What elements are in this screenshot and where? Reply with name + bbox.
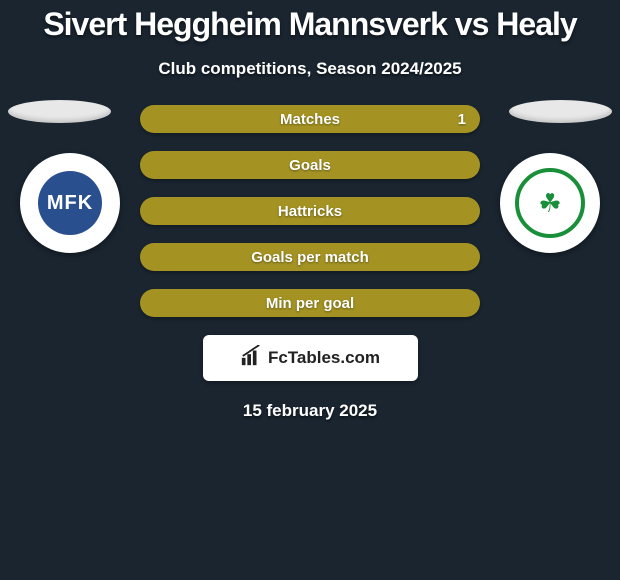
credit-text: FcTables.com	[268, 348, 380, 368]
stat-label: Matches	[280, 111, 340, 128]
page-title: Sivert Heggheim Mannsverk vs Healy	[43, 6, 576, 43]
stat-value-right: 1	[458, 111, 466, 128]
comparison-block: MFK ☘ Matches 1 Goals Hattricks Goals pe…	[0, 105, 620, 421]
date-label: 15 february 2025	[0, 401, 620, 421]
stat-label: Goals	[289, 157, 331, 174]
chart-icon	[240, 345, 262, 372]
stat-row-goals-per-match: Goals per match	[140, 243, 480, 271]
stat-row-goals: Goals	[140, 151, 480, 179]
stat-label: Min per goal	[266, 295, 354, 312]
subtitle: Club competitions, Season 2024/2025	[158, 59, 461, 79]
stat-row-hattricks: Hattricks	[140, 197, 480, 225]
stat-row-matches: Matches 1	[140, 105, 480, 133]
stat-label: Goals per match	[251, 249, 369, 266]
infographic-container: Sivert Heggheim Mannsverk vs Healy Club …	[0, 0, 620, 421]
stat-label: Hattricks	[278, 203, 342, 220]
credit-box: FcTables.com	[203, 335, 418, 381]
stat-rows: Matches 1 Goals Hattricks Goals per matc…	[0, 105, 620, 317]
stat-row-min-per-goal: Min per goal	[140, 289, 480, 317]
